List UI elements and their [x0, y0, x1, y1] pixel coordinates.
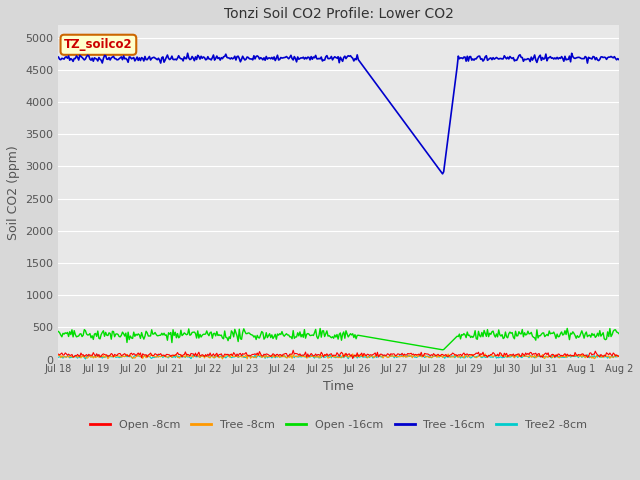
Y-axis label: Soil CO2 (ppm): Soil CO2 (ppm)	[7, 145, 20, 240]
X-axis label: Time: Time	[323, 380, 354, 393]
Text: TZ_soilco2: TZ_soilco2	[64, 38, 132, 51]
Legend: Open -8cm, Tree -8cm, Open -16cm, Tree -16cm, Tree2 -8cm: Open -8cm, Tree -8cm, Open -16cm, Tree -…	[86, 415, 592, 434]
Title: Tonzi Soil CO2 Profile: Lower CO2: Tonzi Soil CO2 Profile: Lower CO2	[224, 7, 454, 21]
